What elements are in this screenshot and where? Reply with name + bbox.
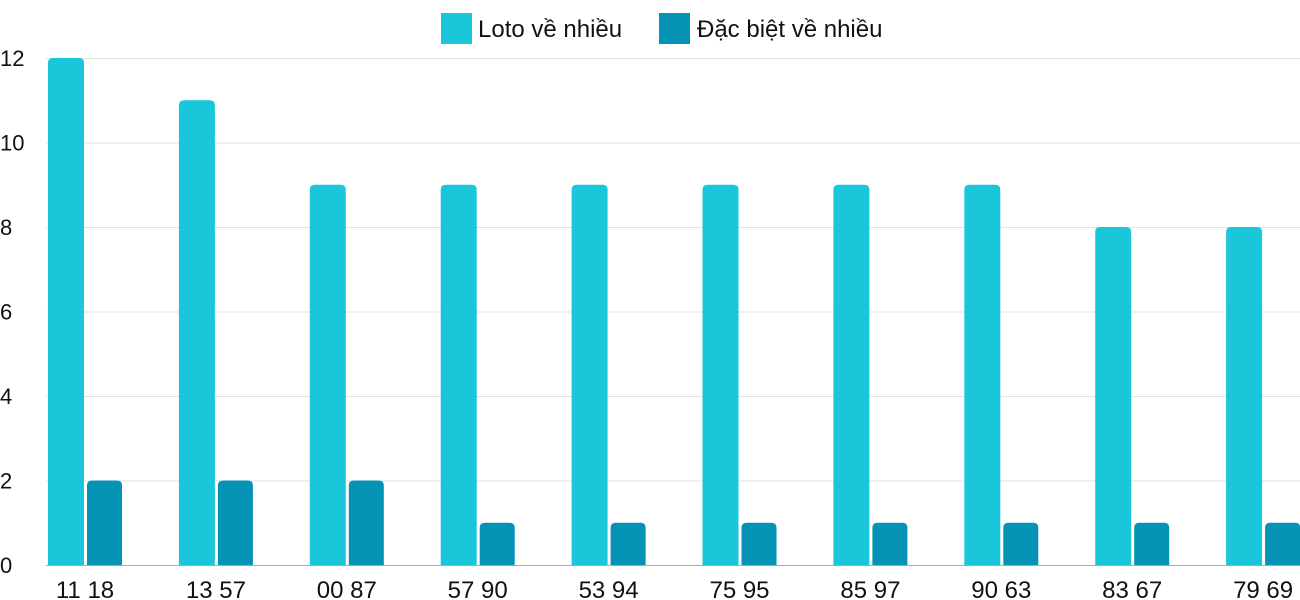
y-tick-label: 10 (0, 131, 24, 156)
bar-loto[interactable] (833, 184, 870, 565)
x-tick-label: 83 67 (1102, 577, 1162, 600)
y-tick-label: 2 (0, 469, 12, 494)
x-tick-label: 79 69 (1233, 577, 1293, 600)
y-tick-label: 12 (0, 46, 24, 71)
bar-loto[interactable] (1226, 227, 1263, 565)
bar-dac-biet[interactable] (348, 480, 384, 566)
gridlines (46, 58, 1300, 482)
y-axis-ticks: 0 2 4 6 8 10 12 (0, 46, 24, 578)
x-tick-label: 85 97 (840, 577, 900, 600)
bar-dac-biet[interactable] (872, 522, 908, 565)
y-tick-label: 8 (0, 215, 12, 240)
bar-dac-biet[interactable] (1265, 522, 1300, 565)
bar-loto[interactable] (48, 58, 84, 565)
y-tick-label: 0 (0, 553, 12, 578)
bar-dac-biet[interactable] (217, 480, 253, 566)
x-tick-label: 13 57 (186, 577, 246, 600)
x-tick-label: 75 95 (709, 577, 769, 600)
legend: Loto về nhiều Đặc biệt về nhiều (441, 13, 882, 44)
x-tick-label: 57 90 (448, 577, 508, 600)
bar-loto[interactable] (964, 184, 1001, 565)
bar-dac-biet[interactable] (1003, 522, 1039, 565)
legend-label-loto[interactable]: Loto về nhiều (478, 16, 622, 43)
bar-dac-biet[interactable] (87, 480, 122, 566)
y-tick-label: 6 (0, 300, 12, 325)
bar-loto[interactable] (440, 184, 477, 565)
bar-loto[interactable] (1095, 227, 1132, 565)
bar-loto[interactable] (702, 184, 739, 565)
legend-label-dac-biet[interactable]: Đặc biệt về nhiều (697, 16, 882, 43)
bar-dac-biet[interactable] (610, 522, 646, 565)
legend-swatch-loto (441, 13, 472, 44)
x-tick-label: 00 87 (317, 577, 377, 600)
x-tick-label: 11 18 (56, 577, 114, 600)
legend-swatch-dac-biet (659, 13, 690, 44)
bar-loto[interactable] (309, 184, 346, 565)
y-tick-label: 4 (0, 384, 12, 409)
bar-loto[interactable] (178, 100, 215, 565)
x-tick-label: 90 63 (971, 577, 1031, 600)
bar-dac-biet[interactable] (741, 522, 777, 565)
bar-loto[interactable] (571, 184, 608, 565)
x-axis-ticks: 11 18 13 57 00 87 57 90 53 94 75 95 85 97 90 63… (56, 577, 1293, 600)
bar-dac-biet[interactable] (479, 522, 515, 565)
x-tick-label: 53 94 (579, 577, 639, 600)
bars (48, 58, 1300, 565)
bar-dac-biet[interactable] (1134, 522, 1170, 565)
